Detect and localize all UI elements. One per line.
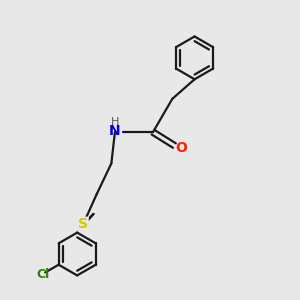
Text: H: H <box>111 117 119 127</box>
Text: Cl: Cl <box>36 268 50 281</box>
Text: O: O <box>175 141 187 155</box>
Text: N: N <box>109 124 121 138</box>
Text: S: S <box>78 217 88 231</box>
